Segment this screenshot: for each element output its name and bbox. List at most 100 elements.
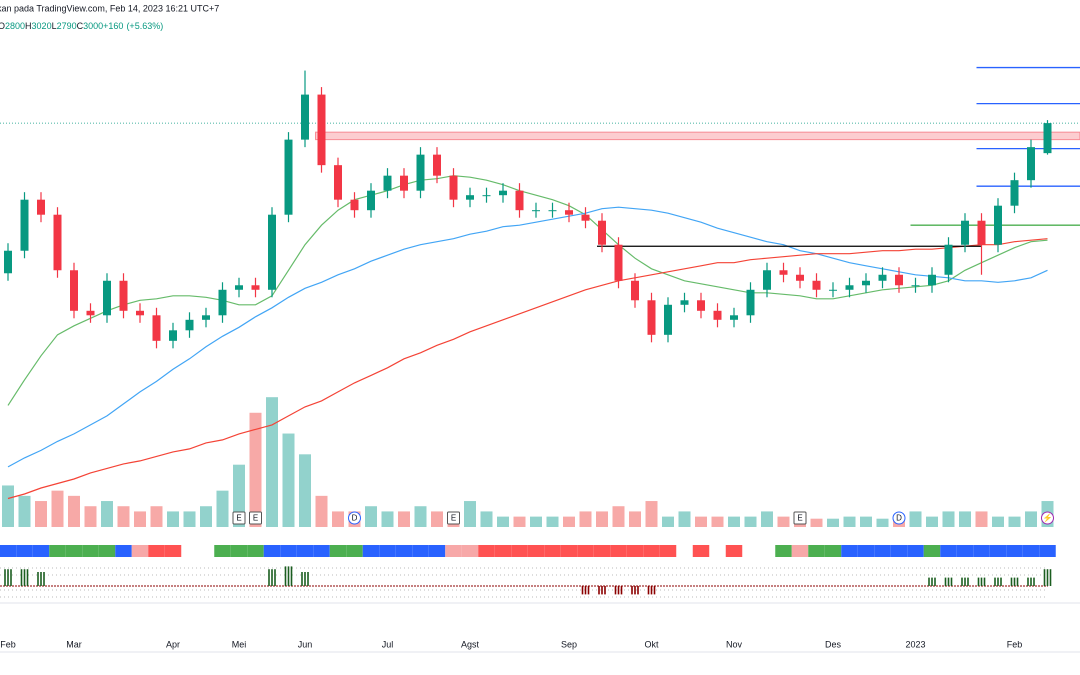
- volume-bar: [711, 516, 724, 527]
- signal-bar: [964, 577, 966, 586]
- candle-body: [334, 165, 342, 200]
- candle-body: [235, 285, 243, 290]
- candle-body: [20, 199, 29, 251]
- candle-body: [845, 285, 854, 290]
- trend-cell: [346, 545, 363, 557]
- signal-bar: [944, 577, 947, 586]
- trend-cell: [857, 545, 875, 557]
- x-tick-label: Jul: [382, 639, 394, 649]
- event-label: E: [451, 514, 456, 523]
- volume-bar: [315, 495, 328, 527]
- signal-bar: [601, 586, 603, 595]
- event-label: D: [896, 514, 902, 523]
- signal-bar: [983, 577, 986, 586]
- volume-bar: [860, 516, 872, 527]
- candle-body: [301, 94, 309, 140]
- trend-cell: [296, 545, 314, 557]
- volume-bar: [249, 412, 262, 527]
- signal-bar: [284, 566, 287, 586]
- event-label: ⚡: [1043, 513, 1053, 523]
- candle-body: [680, 300, 689, 305]
- signal-bar: [598, 586, 600, 595]
- candle-body: [1010, 180, 1019, 206]
- candle-body: [136, 310, 144, 316]
- candle-body: [961, 220, 969, 245]
- candle-body: [482, 195, 491, 197]
- trend-cell: [643, 545, 660, 557]
- volume-bar: [18, 495, 31, 527]
- volume-bar: [431, 511, 443, 527]
- candle-body: [499, 190, 507, 196]
- candle-body: [911, 285, 920, 287]
- trend-cell: [329, 545, 347, 557]
- signal-bar: [980, 577, 983, 586]
- trend-cell: [874, 545, 891, 557]
- event-box: [249, 511, 262, 525]
- volume-bar: [299, 454, 311, 527]
- trend-cell: [230, 545, 248, 557]
- volume-bar: [761, 511, 773, 527]
- signal-bar: [581, 586, 584, 595]
- candle-body: [895, 274, 903, 286]
- volume-bar: [876, 518, 889, 527]
- volume-bar: [728, 516, 740, 527]
- signal-bar: [604, 586, 606, 595]
- signal-bar: [20, 569, 23, 586]
- trend-cell: [247, 545, 264, 557]
- volume-bar: [513, 516, 526, 527]
- signal-bar: [1033, 577, 1035, 586]
- trend-cell: [428, 545, 446, 557]
- trend-cell: [659, 545, 677, 557]
- candle-body: [251, 285, 260, 290]
- candle-body: [317, 94, 326, 166]
- volume-bar: [926, 516, 938, 527]
- trend-cell: [115, 545, 132, 557]
- candle-body: [433, 154, 441, 176]
- volume-bar: [68, 495, 80, 527]
- candle-body: [664, 304, 672, 335]
- plot: E E D E E D ⚡: [0, 66, 1080, 598]
- trend-cell: [593, 545, 611, 557]
- volume-bar: [1008, 516, 1021, 527]
- volume-bar: [2, 485, 14, 527]
- trend-cell: [973, 545, 990, 557]
- volume-bar: [150, 506, 163, 527]
- trend-cell: [49, 545, 66, 557]
- signal-bar: [634, 586, 636, 595]
- volume-bar: [546, 516, 559, 527]
- ohlc-value: 3020: [32, 21, 52, 31]
- candle-body: [103, 280, 111, 316]
- volume-bar: [563, 516, 575, 527]
- event-label: E: [253, 514, 258, 523]
- signal-bar: [10, 569, 12, 586]
- volume-bar: [827, 518, 839, 527]
- trend-cell: [841, 545, 858, 557]
- signal-bar: [1027, 577, 1029, 586]
- candle-body: [218, 289, 227, 316]
- candle-body: [928, 274, 936, 286]
- candle-body: [779, 270, 788, 275]
- signal-bar: [23, 569, 26, 586]
- trend-cell: [395, 545, 413, 557]
- signal-bar: [934, 577, 936, 586]
- ohlc-value: 3000: [83, 21, 103, 31]
- candle-body: [367, 190, 375, 211]
- trend-cell: [1006, 545, 1023, 557]
- signal-bar: [614, 586, 617, 595]
- candle-body: [185, 319, 194, 331]
- volume-bar: [678, 511, 691, 527]
- volume-bar: [629, 511, 641, 527]
- ohlc-prefix: L: [52, 21, 57, 31]
- signal-bar: [43, 572, 45, 586]
- volume-bar: [942, 511, 955, 527]
- moving-average: [7, 238, 1048, 500]
- trend-cell: [461, 545, 479, 557]
- x-tick-label: Okt: [644, 639, 659, 649]
- volume-bar: [200, 506, 212, 527]
- volume-bar: [612, 506, 625, 527]
- trend-cell: [791, 545, 809, 557]
- candle-body: [202, 315, 210, 320]
- candle-body: [697, 300, 705, 311]
- volume-bar: [530, 516, 542, 527]
